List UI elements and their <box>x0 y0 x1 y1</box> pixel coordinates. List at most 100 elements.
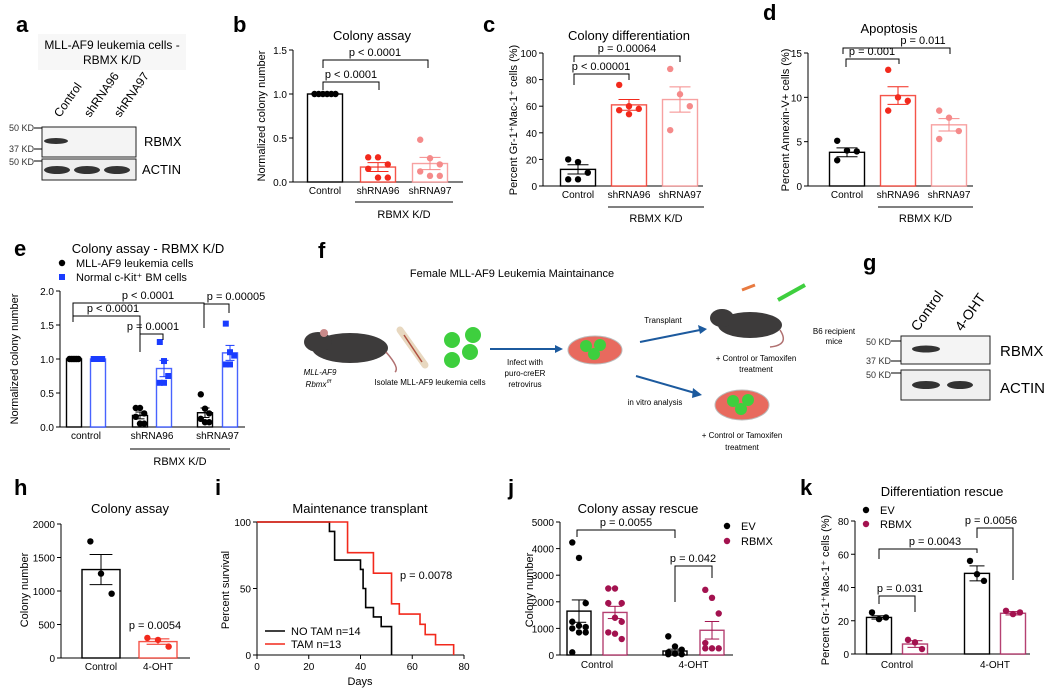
data-point <box>569 649 576 656</box>
panel-letter-e: e <box>14 236 26 261</box>
band-rbmx <box>44 138 68 144</box>
survival-curve-1 <box>257 521 455 655</box>
y-axis-label: Percent Annexin-V+ cells (%) <box>780 49 792 192</box>
x-tick-label: 0 <box>254 662 260 673</box>
legend-label: NO TAM n=14 <box>291 626 361 638</box>
treatment-label: treatment <box>725 443 760 452</box>
y-tick-label: 0 <box>531 182 537 193</box>
data-point <box>161 358 167 365</box>
x-tick-label: Control <box>881 660 913 671</box>
bar <box>930 124 968 187</box>
data-point <box>231 352 238 359</box>
significance-bracket <box>573 55 681 62</box>
chart-title: Colony assay <box>91 501 170 516</box>
isolate-label: Isolate MLL-AF9 leukemia cells <box>374 378 485 387</box>
y-tick-label: 50 <box>240 585 252 596</box>
data-point <box>161 379 167 386</box>
data-point <box>436 172 443 180</box>
data-point <box>227 349 233 356</box>
y-tick-label: 100 <box>234 518 251 529</box>
chart-title: Colony assay rescue <box>578 501 699 516</box>
p-value: p = 0.0056 <box>965 515 1017 527</box>
x-tick-label: shRNA97 <box>409 186 452 197</box>
y-tick-label: 10 <box>791 93 803 104</box>
data-point <box>911 639 919 646</box>
data-point <box>667 65 674 73</box>
data-point <box>885 66 892 74</box>
data-point <box>665 633 672 640</box>
data-point <box>384 161 391 168</box>
group-label: RBMX K/D <box>377 209 430 221</box>
data-point <box>417 168 424 175</box>
data-point <box>582 623 589 631</box>
blot-title: RBMX K/D <box>83 53 141 67</box>
data-point <box>141 420 148 427</box>
recipient-label: mice <box>826 337 843 346</box>
band-actin <box>104 166 130 174</box>
group-label: RBMX K/D <box>629 213 682 225</box>
data-point <box>156 339 163 345</box>
chart-c: Colony differentiation Percent Gr-1⁺Mac-1… <box>508 28 704 225</box>
data-point <box>374 174 382 181</box>
p-value: p < 0.0001 <box>87 303 139 315</box>
data-point <box>973 571 981 578</box>
p-value: p = 0.001 <box>849 46 895 58</box>
data-point <box>611 630 619 637</box>
p-value: p < 0.0001 <box>349 47 401 59</box>
x-tick-label: Control <box>85 662 117 673</box>
y-tick-label: 5 <box>796 138 802 149</box>
data-point <box>222 361 229 368</box>
bar <box>999 612 1027 655</box>
data-point <box>605 599 612 607</box>
data-point <box>715 645 722 652</box>
data-point <box>95 356 101 362</box>
y-tick-label: 60 <box>526 102 538 113</box>
p-value: p = 0.00005 <box>207 291 265 303</box>
p-value: p = 0.0078 <box>400 570 452 582</box>
band-rbmx <box>912 345 940 353</box>
chart-title: Colony assay <box>333 28 412 43</box>
y-tick-label: 40 <box>838 584 850 595</box>
bar <box>963 572 991 655</box>
significance-bracket <box>576 529 676 538</box>
data-point <box>569 618 576 625</box>
data-point <box>426 172 434 180</box>
p-value: p = 0.0043 <box>909 536 961 548</box>
p-value: p = 0.011 <box>900 35 945 47</box>
panel-letter-h: h <box>14 475 27 500</box>
x-tick-label: 4-OHT <box>679 660 709 671</box>
donor-mouse-icon <box>304 329 398 373</box>
data-point <box>904 97 911 105</box>
p-value: p = 0.031 <box>877 583 923 595</box>
y-tick-label: 0 <box>843 650 849 661</box>
data-point <box>141 410 148 417</box>
recipient-label: B6 recipient <box>813 327 856 336</box>
data-point <box>708 645 716 652</box>
band-label: RBMX <box>1000 343 1043 360</box>
western-blot-g: Control 4-OHT 50 KD 37 KD 50 KD RBMX ACT… <box>866 288 1045 401</box>
data-point <box>417 136 424 143</box>
genotype-label: Rbmx <box>306 380 328 389</box>
data-point <box>574 158 582 166</box>
data-point <box>715 610 722 617</box>
bar <box>610 104 648 187</box>
data-point <box>565 176 572 183</box>
arrow <box>635 375 696 394</box>
chart-e: Colony assay - RBMX K/D Normalized colony… <box>9 241 265 468</box>
panel-letter-d: d <box>763 0 776 25</box>
y-tick-label: 1.0 <box>40 355 54 366</box>
data-point <box>156 379 163 386</box>
significance-bracket <box>845 58 900 67</box>
data-point <box>132 413 139 420</box>
data-point <box>206 419 213 426</box>
legend-marker <box>59 274 65 280</box>
legend-label: EV <box>741 521 756 533</box>
x-tick-label: shRNA96 <box>608 190 651 201</box>
x-tick-label: 80 <box>458 662 470 673</box>
data-point <box>605 585 612 592</box>
chart-k: Differentiation rescue Percent Gr-1⁺Mac-1… <box>820 484 1030 671</box>
x-tick-label: control <box>71 431 101 442</box>
data-point <box>574 176 582 183</box>
p-value: p < 0.00001 <box>572 61 630 73</box>
y-axis-label: Percent survival <box>220 551 232 629</box>
